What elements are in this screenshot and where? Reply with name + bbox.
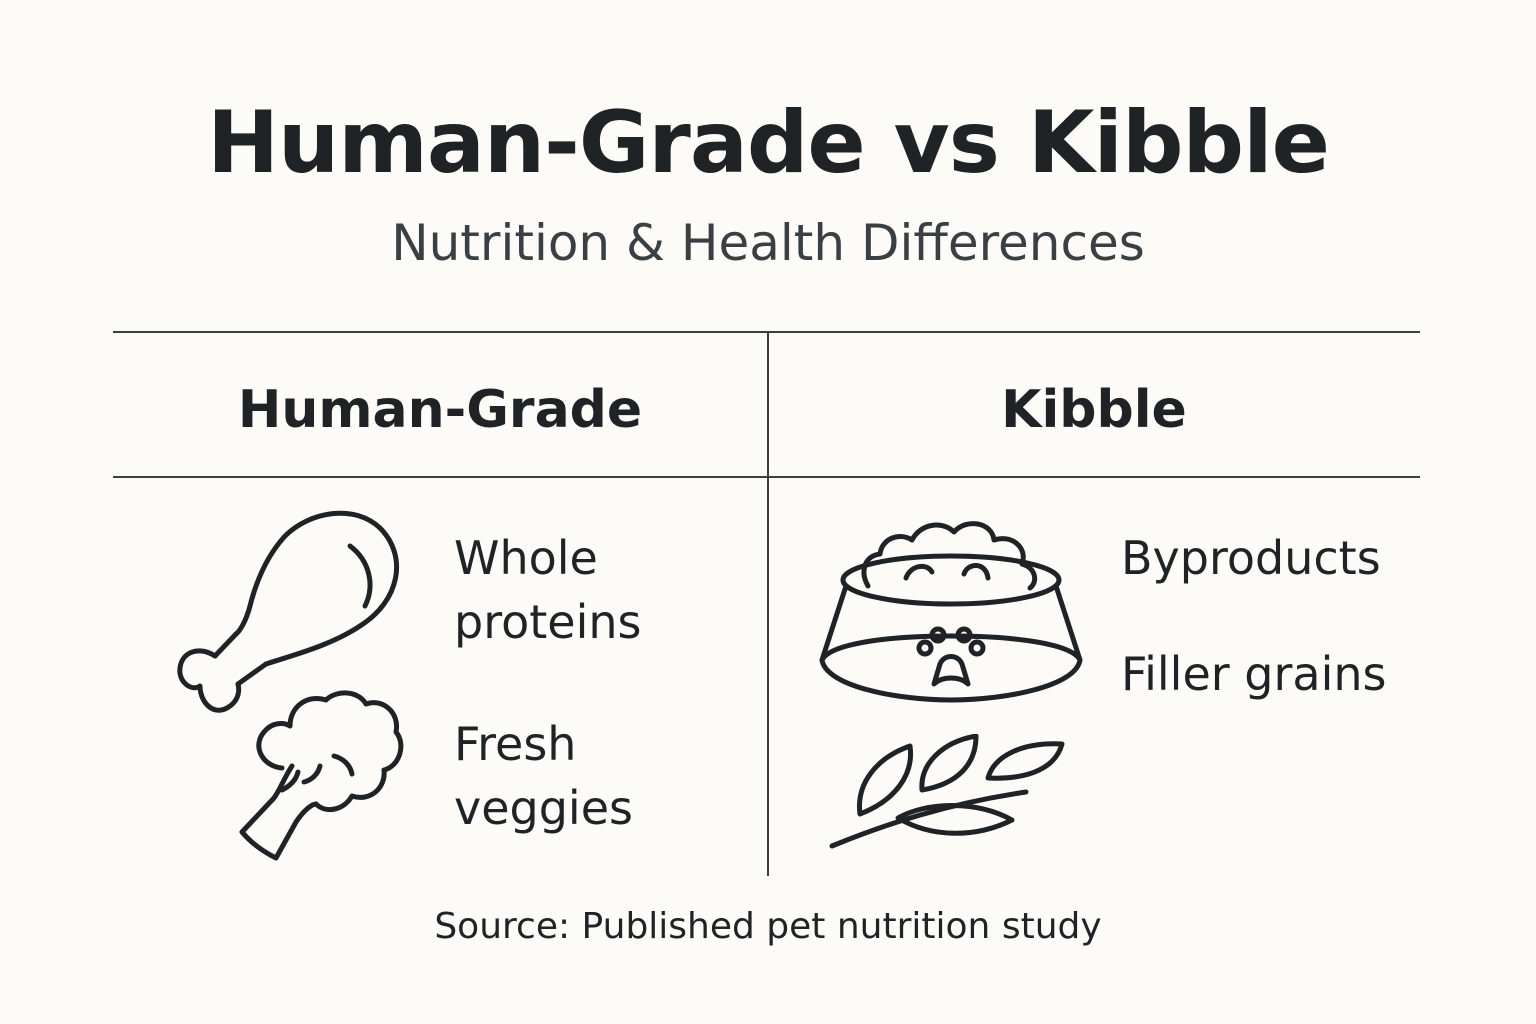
item-whole-proteins-line2: proteins xyxy=(454,595,642,649)
table-header-divider xyxy=(113,476,1420,478)
page-title: Human-Grade vs Kibble xyxy=(207,93,1330,193)
item-byproducts: Byproducts xyxy=(1121,531,1381,585)
column-heading-kibble: Kibble xyxy=(1001,380,1187,440)
table-top-divider xyxy=(113,331,1420,333)
column-divider xyxy=(767,331,769,876)
kibble-bowl-icon xyxy=(816,514,1086,704)
page-subtitle: Nutrition & Health Differences xyxy=(391,214,1145,272)
chicken-drumstick-icon xyxy=(170,506,410,721)
item-fresh-veggies-line1: Fresh xyxy=(454,717,577,771)
broccoli-icon xyxy=(234,686,409,862)
source-note: Source: Published pet nutrition study xyxy=(434,906,1102,947)
item-whole-proteins-line1: Whole xyxy=(454,531,598,585)
column-heading-human-grade: Human-Grade xyxy=(237,380,643,440)
item-fresh-veggies-line2: veggies xyxy=(454,781,633,835)
grain-stalk-icon xyxy=(826,734,1086,850)
item-filler-grains: Filler grains xyxy=(1121,647,1387,701)
